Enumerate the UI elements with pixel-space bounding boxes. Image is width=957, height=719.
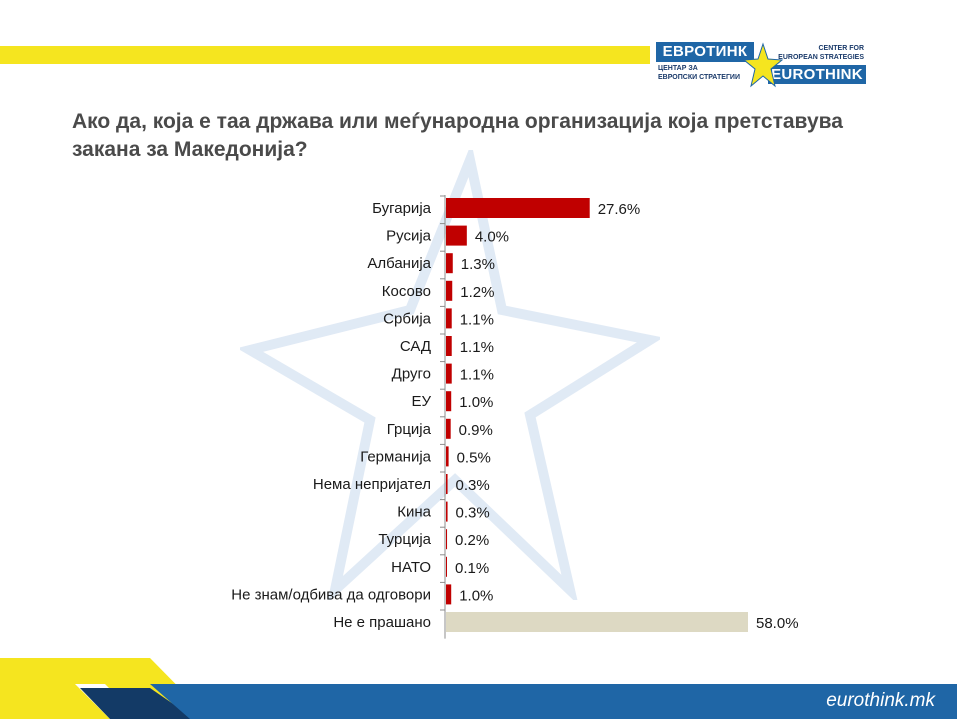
- value-label: 1.3%: [461, 256, 495, 273]
- category-label: Бугарија: [372, 200, 432, 217]
- bar: [446, 501, 448, 522]
- category-label: НАТО: [391, 559, 431, 576]
- category-label: САД: [400, 338, 431, 355]
- footer-brand: eurothink.mk: [826, 690, 935, 711]
- background-star-icon: [240, 150, 660, 600]
- eurothink-logo: ЕВРОТИНК ЦЕНТАР ЗА ЕВРОПСКИ СТРАТЕГИИ CE…: [656, 42, 866, 88]
- category-label: Не знам/одбива да одговори: [231, 586, 431, 603]
- value-label: 1.0%: [459, 394, 493, 411]
- category-label: Не е прашано: [333, 614, 431, 631]
- value-label: 0.2%: [455, 532, 489, 549]
- bar: [446, 556, 447, 577]
- category-label: Русија: [386, 228, 432, 245]
- logo-mk-sub-1: ЦЕНТАР ЗА: [658, 65, 698, 72]
- value-label: 0.3%: [456, 505, 490, 522]
- category-label: Кина: [397, 504, 431, 521]
- value-label: 58.0%: [756, 615, 799, 632]
- top-yellow-band: [0, 46, 650, 64]
- bar: [446, 584, 452, 605]
- value-label: 1.2%: [460, 284, 494, 301]
- bar: [446, 225, 467, 246]
- bar: [446, 363, 452, 384]
- value-label: 27.6%: [598, 201, 641, 218]
- category-label: Грција: [387, 421, 432, 438]
- logo-star-icon: [742, 42, 784, 88]
- bar: [446, 612, 748, 632]
- category-label: Друго: [392, 366, 431, 383]
- category-label: Косово: [382, 283, 431, 300]
- value-label: 4.0%: [475, 229, 509, 246]
- bar: [446, 336, 452, 356]
- bar: [446, 529, 448, 550]
- value-label: 0.5%: [457, 449, 491, 466]
- logo-en-sub-2: EUROPEAN STRATEGIES: [778, 54, 864, 61]
- category-label: Германија: [360, 448, 431, 465]
- bar: [446, 253, 453, 274]
- bar: [446, 418, 451, 439]
- bar: [446, 446, 449, 467]
- category-label: ЕУ: [411, 393, 431, 410]
- value-label: 1.1%: [460, 311, 494, 328]
- bar: [446, 280, 453, 301]
- value-label: 0.3%: [456, 477, 490, 494]
- category-label: Турција: [378, 531, 431, 548]
- chart-title: Ако да, која е таа држава или меѓународн…: [72, 110, 843, 161]
- category-label: Албанија: [367, 255, 431, 272]
- logo-en-name: EUROTHINK: [768, 65, 866, 84]
- category-label: Србија: [383, 310, 431, 327]
- logo-en-sub-1: CENTER FOR: [818, 45, 865, 52]
- value-label: 0.9%: [459, 422, 493, 439]
- logo-mk-name: ЕВРОТИНК: [656, 42, 754, 62]
- category-label: Нема непријател: [313, 476, 431, 493]
- bar: [446, 474, 448, 494]
- value-label: 1.0%: [459, 587, 493, 604]
- logo-mk-sub-2: ЕВРОПСКИ СТРАТЕГИИ: [658, 74, 740, 81]
- value-label: 0.1%: [455, 560, 489, 577]
- bar: [446, 198, 590, 218]
- value-label: 1.1%: [460, 367, 494, 384]
- bar: [446, 391, 452, 412]
- value-label: 1.1%: [460, 339, 494, 356]
- bar: [446, 308, 452, 329]
- footer-band: [0, 658, 957, 719]
